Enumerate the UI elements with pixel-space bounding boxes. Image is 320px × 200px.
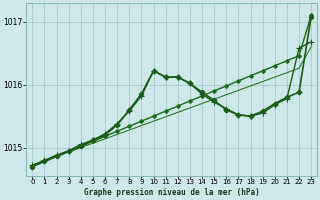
X-axis label: Graphe pression niveau de la mer (hPa): Graphe pression niveau de la mer (hPa) xyxy=(84,188,260,197)
